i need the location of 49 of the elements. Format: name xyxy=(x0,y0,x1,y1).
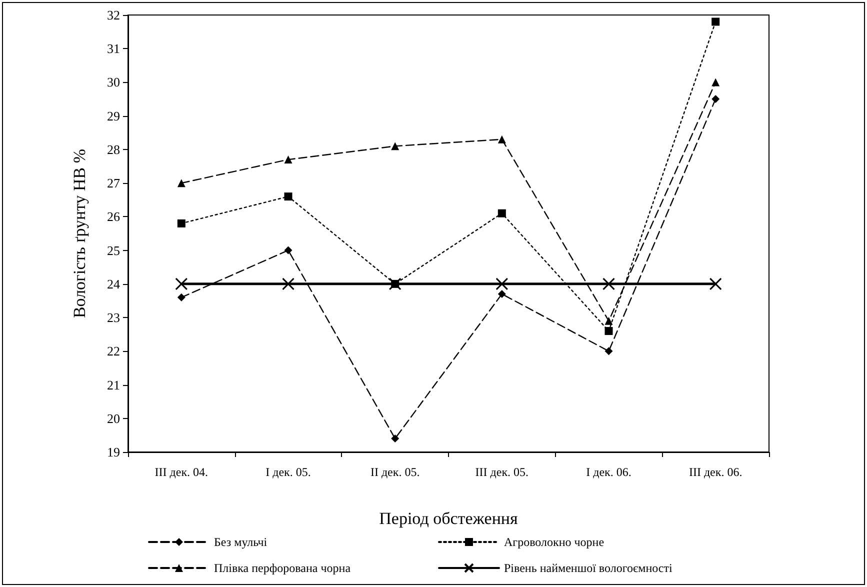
y-tick-label: 29 xyxy=(107,108,120,124)
y-tick-label: 20 xyxy=(107,410,120,426)
point xyxy=(284,156,292,164)
point xyxy=(604,316,613,325)
point xyxy=(175,278,188,290)
y-tick-label: 19 xyxy=(107,444,120,460)
point xyxy=(391,142,400,150)
x-tick-label: III дек. 05. xyxy=(475,465,529,479)
point xyxy=(496,278,508,290)
point xyxy=(498,290,506,298)
y-tick-label: 25 xyxy=(107,242,120,258)
y-tick-label: 24 xyxy=(107,276,120,292)
x-axis-title: Період обстеження xyxy=(379,509,518,528)
x-tick-label: I дек. 05. xyxy=(266,465,311,479)
legend-label: Рівень найменшої вологоємності xyxy=(504,561,673,575)
point xyxy=(498,209,506,218)
point xyxy=(177,219,186,228)
y-tick-label: 21 xyxy=(107,377,120,392)
x-tick-label: I дек. 06. xyxy=(586,465,632,479)
point xyxy=(177,179,186,188)
point xyxy=(282,278,294,290)
y-tick-label: 27 xyxy=(107,176,120,191)
legend-label: Плівка перфорована чорна xyxy=(214,561,352,575)
point xyxy=(712,95,720,104)
y-tick-label: 28 xyxy=(107,142,120,157)
y-tick-label: 26 xyxy=(107,209,120,224)
point xyxy=(391,434,400,443)
point xyxy=(709,278,722,290)
point xyxy=(388,278,402,290)
x-tick-label: II дек. 05. xyxy=(370,465,420,479)
y-axis-title: Вологість ґрунту НВ % xyxy=(70,148,89,318)
y-tick-label: 22 xyxy=(107,344,120,359)
point xyxy=(177,293,186,302)
y-tick-label: 30 xyxy=(107,74,120,90)
y-tick-label: 31 xyxy=(107,41,120,56)
legend-label: Без мульчі xyxy=(214,535,268,549)
point xyxy=(712,18,720,26)
point xyxy=(284,192,292,201)
x-tick-label: III дек. 06. xyxy=(688,465,742,479)
point xyxy=(604,326,613,335)
point xyxy=(712,78,720,86)
point xyxy=(604,347,613,356)
y-tick-label: 23 xyxy=(107,310,120,326)
point xyxy=(602,278,615,290)
point xyxy=(498,135,506,144)
legend-label: Агроволокно чорне xyxy=(504,535,604,549)
y-tick-label: 32 xyxy=(107,8,120,22)
point xyxy=(284,246,292,254)
x-tick-label: III дек. 04. xyxy=(154,465,208,479)
